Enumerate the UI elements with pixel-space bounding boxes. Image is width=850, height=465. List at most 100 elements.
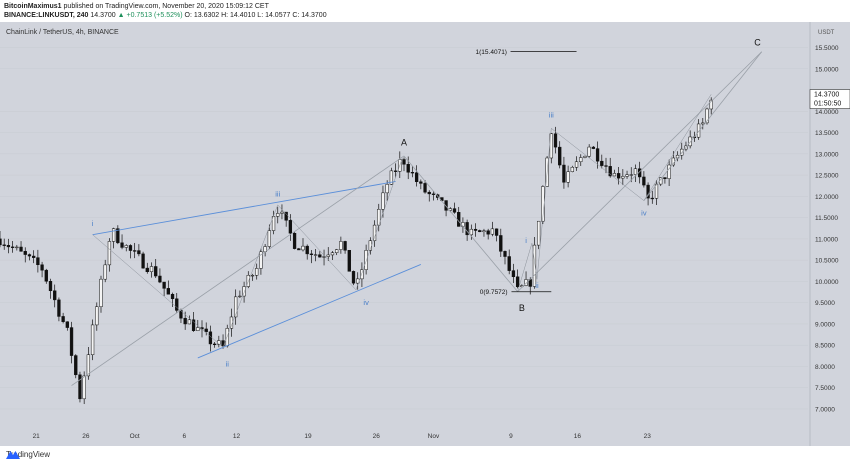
- candle: [444, 200, 448, 217]
- symbol-name[interactable]: BINANCE:LINKUSDT, 240: [4, 12, 89, 19]
- trendline-thin[interactable]: [277, 204, 357, 291]
- candle: [452, 202, 457, 214]
- price-chart[interactable]: ChainLink / TetherUS, 4h, BINANCE USDT 1…: [0, 22, 850, 446]
- trendline-thin[interactable]: [643, 94, 712, 201]
- candle: [364, 244, 368, 275]
- candle: [377, 203, 381, 232]
- tradingview-brand: TradingView: [6, 450, 51, 459]
- trendline-trend[interactable]: [403, 155, 518, 292]
- candle: [90, 319, 95, 361]
- trendline-thin[interactable]: [92, 234, 224, 348]
- candle: [339, 236, 343, 254]
- candle: [431, 191, 436, 201]
- x-tick-label: 12: [233, 433, 241, 440]
- trendline-thin[interactable]: [517, 243, 533, 292]
- candle: [74, 354, 78, 379]
- y-tick-label: 10.0000: [815, 279, 839, 286]
- candle: [574, 156, 579, 171]
- currency-label: USDT: [818, 30, 835, 36]
- x-tick-label: Nov: [428, 433, 440, 440]
- candle: [301, 238, 305, 252]
- x-tick-label: Oct: [130, 433, 140, 440]
- candle: [549, 132, 553, 164]
- trendline-wave[interactable]: [197, 263, 422, 359]
- candle: [351, 270, 356, 286]
- candle: [393, 163, 398, 178]
- candle: [515, 269, 520, 289]
- candle: [419, 179, 423, 190]
- candle: [688, 130, 692, 149]
- tradingview-logo[interactable]: TradingView: [6, 450, 50, 459]
- change-value: ▲ +0.7513 (+5.52%): [117, 12, 183, 19]
- candle: [128, 244, 133, 259]
- trendline-thin[interactable]: [222, 204, 278, 348]
- publisher-name[interactable]: BitcoinMaximus1: [4, 3, 62, 10]
- candle: [503, 250, 507, 265]
- candle: [65, 321, 69, 331]
- chart-area[interactable]: ChainLink / TetherUS, 4h, BINANCE USDT 1…: [0, 22, 850, 446]
- high-value: H: 14.4010: [221, 12, 256, 19]
- publisher-line: BitcoinMaximus1 published on TradingView…: [4, 3, 269, 10]
- candle: [553, 126, 558, 154]
- candle: [579, 154, 583, 166]
- x-tick-label: 26: [373, 433, 381, 440]
- candle: [600, 154, 604, 169]
- candle: [44, 268, 48, 284]
- fib-levels[interactable]: 1(15.4071) 0(9.7572): [476, 49, 577, 296]
- candle: [313, 248, 318, 262]
- trendline-trend[interactable]: [643, 51, 763, 201]
- candle: [558, 141, 562, 169]
- x-tick-label: 16: [574, 433, 582, 440]
- candle: [154, 258, 158, 279]
- trendline-thin[interactable]: [531, 243, 538, 280]
- candle: [234, 289, 238, 325]
- x-tick-label: 19: [304, 433, 312, 440]
- candle: [330, 250, 335, 261]
- candle: [490, 221, 495, 237]
- trendlines[interactable]: [71, 51, 763, 386]
- trendline-wave[interactable]: [92, 181, 396, 236]
- candle: [238, 290, 242, 298]
- y-tick-label: 10.5000: [815, 258, 839, 265]
- candle: [385, 180, 389, 201]
- wave-label: iv: [363, 298, 369, 307]
- candle: [229, 308, 234, 337]
- candle: [478, 229, 482, 233]
- candle: [99, 275, 103, 313]
- trendline-trend[interactable]: [71, 155, 405, 386]
- price-axis[interactable]: 7.0000 7.5000 8.0000 8.5000 9.0000 9.5000 10.0…: [815, 45, 839, 413]
- candle: [162, 281, 166, 297]
- candle: [250, 273, 255, 281]
- candle: [507, 249, 511, 275]
- wave-label: A: [401, 137, 407, 147]
- candle: [259, 248, 263, 275]
- candle: [642, 171, 646, 188]
- trendline-thin[interactable]: [355, 158, 403, 290]
- candle: [292, 232, 297, 250]
- y-tick-label: 11.0000: [815, 236, 838, 243]
- candle: [15, 244, 19, 251]
- candle: [402, 157, 406, 172]
- candle: [499, 228, 503, 257]
- tradingview-icon: [6, 451, 20, 459]
- chart-title: ChainLink / TetherUS, 4h, BINANCE: [6, 29, 119, 36]
- candle: [566, 165, 570, 188]
- trendline-thin[interactable]: [551, 128, 645, 201]
- candle: [124, 244, 128, 252]
- candle: [457, 206, 461, 227]
- candle: [414, 165, 419, 187]
- time-axis[interactable]: 21 26 Oct 6 12 19 26 Nov 9 16 23: [33, 433, 652, 440]
- x-tick-label: 26: [82, 433, 90, 440]
- candle: [187, 315, 192, 325]
- candle: [587, 144, 591, 158]
- trendline-thin[interactable]: [536, 128, 552, 280]
- wave-label: iv: [641, 208, 647, 217]
- candle: [608, 157, 612, 178]
- candle: [166, 280, 170, 295]
- y-tick-label: 7.5000: [815, 385, 835, 392]
- candle: [309, 249, 314, 264]
- candle: [709, 97, 713, 115]
- trendline-trend[interactable]: [517, 51, 762, 292]
- candles: [0, 97, 713, 405]
- candle: [288, 214, 293, 241]
